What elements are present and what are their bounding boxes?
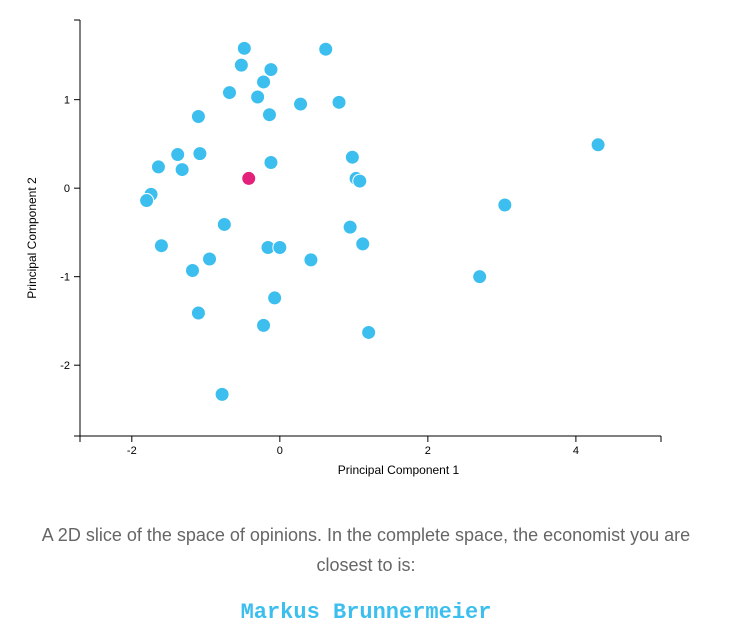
data-point[interactable] [153, 238, 169, 254]
y-tick-label: 0 [64, 183, 70, 195]
data-point[interactable] [190, 108, 206, 124]
data-point[interactable] [331, 94, 347, 110]
data-point[interactable] [174, 162, 190, 178]
x-tick-label: 4 [573, 445, 579, 457]
data-point[interactable] [261, 107, 277, 123]
data-point[interactable] [233, 57, 249, 73]
data-point[interactable] [192, 146, 208, 162]
user-position-point[interactable] [241, 170, 257, 186]
data-point[interactable] [344, 149, 360, 165]
data-point[interactable] [303, 252, 319, 268]
data-points [139, 40, 606, 402]
data-point[interactable] [222, 85, 238, 101]
data-point[interactable] [214, 386, 230, 402]
y-tick-label: -2 [60, 360, 70, 372]
data-point[interactable] [202, 251, 218, 267]
data-point[interactable] [352, 173, 368, 189]
data-point[interactable] [318, 41, 334, 57]
closest-economist-name: Markus Brunnermeier [240, 600, 492, 625]
data-point[interactable] [150, 159, 166, 175]
axes: -2 0 2 4 1 0 -1 -2 [60, 19, 662, 457]
pca-scatter-chart: -2 0 2 4 1 0 -1 -2 Principal Component 1 Princi… [25, 19, 662, 477]
data-point[interactable] [355, 236, 371, 252]
x-tick-label: 2 [425, 445, 431, 457]
data-point[interactable] [272, 239, 288, 255]
data-point[interactable] [170, 147, 186, 163]
x-tick-label: 0 [277, 445, 283, 457]
y-axis-label: Principal Component 2 [25, 177, 39, 299]
data-point[interactable] [139, 193, 155, 209]
caption: A 2D slice of the space of opinions. In … [0, 520, 732, 580]
data-point[interactable] [342, 219, 358, 235]
data-point[interactable] [590, 137, 606, 153]
data-point[interactable] [497, 197, 513, 213]
data-point[interactable] [263, 62, 279, 78]
y-tick-label: 1 [64, 95, 70, 107]
data-point[interactable] [256, 317, 272, 333]
y-tick-label: -1 [60, 272, 70, 284]
data-point[interactable] [184, 262, 200, 278]
data-point[interactable] [263, 155, 279, 171]
caption-text: A 2D slice of the space of opinions. In … [41, 525, 691, 575]
data-point[interactable] [250, 89, 266, 105]
data-point[interactable] [256, 74, 272, 90]
data-point[interactable] [236, 40, 252, 56]
data-point[interactable] [361, 324, 377, 340]
data-point[interactable] [190, 305, 206, 321]
data-point[interactable] [293, 96, 309, 112]
data-point[interactable] [472, 269, 488, 285]
data-point[interactable] [216, 216, 232, 232]
x-tick-label: -2 [127, 445, 137, 457]
x-axis-label: Principal Component 1 [338, 463, 460, 477]
data-point[interactable] [267, 290, 283, 306]
